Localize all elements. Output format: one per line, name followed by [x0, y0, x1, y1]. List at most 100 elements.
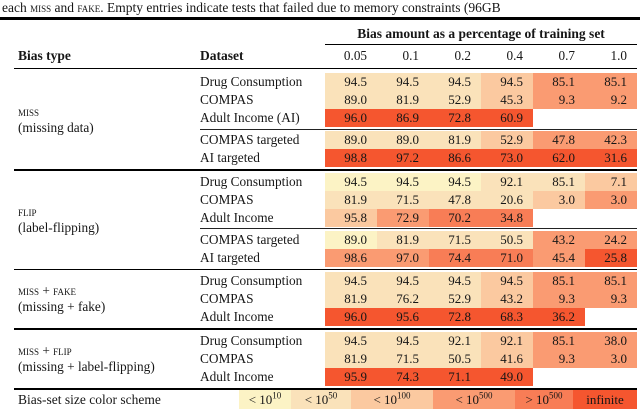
bias-type-cell: miss + flip(missing + label-flipping) — [14, 332, 200, 386]
value-cell: 52.9 — [429, 290, 481, 308]
value-cell: 85.1 — [585, 272, 637, 290]
legend-label: Bias-set size color scheme — [14, 390, 239, 409]
empty-cell — [585, 109, 637, 127]
dataset-label: Adult Income — [200, 368, 325, 386]
value-cell: 81.9 — [325, 290, 377, 308]
bias-type-name: miss + flip — [18, 343, 200, 359]
value-cell: 94.5 — [325, 272, 377, 290]
subsection-divider — [200, 228, 637, 229]
value-cell: 85.1 — [585, 73, 637, 91]
value-cell: 85.1 — [533, 272, 585, 290]
bias-amount-column-header: 0.7 — [533, 46, 585, 66]
value-cell: 50.5 — [429, 350, 481, 368]
value-cell: 94.5 — [429, 272, 481, 290]
value-cell: 86.9 — [377, 109, 429, 127]
value-cell: 71.0 — [481, 249, 533, 267]
legend-item-text: infinite — [586, 392, 624, 407]
value-cell: 31.6 — [585, 149, 637, 167]
value-cell: 94.5 — [481, 73, 533, 91]
value-cell: 74.4 — [429, 249, 481, 267]
bias-type-cell: flip(label-flipping) — [14, 173, 200, 267]
value-cell: 43.2 — [533, 231, 585, 249]
empty-cell — [585, 368, 637, 386]
dataset-label: Drug Consumption — [200, 173, 325, 191]
value-cell: 70.2 — [429, 209, 481, 227]
legend-item: infinite — [573, 390, 637, 409]
legend-item-text: < 10 — [373, 392, 397, 407]
value-cell: 42.3 — [585, 131, 637, 149]
dataset-label: COMPAS — [200, 91, 325, 109]
legend-item: < 10100 — [351, 390, 433, 409]
dataset-label: COMPAS — [200, 290, 325, 308]
legend-item-exponent: 100 — [397, 391, 411, 401]
value-cell: 95.8 — [325, 209, 377, 227]
legend-item: > 10500 — [515, 390, 573, 409]
value-cell: 45.4 — [533, 249, 585, 267]
value-cell: 9.2 — [585, 91, 637, 109]
empty-cell — [533, 368, 585, 386]
dataset-label: COMPAS targeted — [200, 231, 325, 249]
value-cell: 72.8 — [429, 109, 481, 127]
empty-cell — [533, 209, 585, 227]
value-cell: 81.9 — [325, 191, 377, 209]
bias-amount-column-header: 0.05 — [325, 46, 377, 66]
value-cell: 94.5 — [377, 272, 429, 290]
value-cell: 94.5 — [429, 73, 481, 91]
legend-item-exponent: 500 — [479, 391, 493, 401]
dataset-label: COMPAS — [200, 191, 325, 209]
value-cell: 92.1 — [429, 332, 481, 350]
value-cell: 9.3 — [585, 290, 637, 308]
caption-text: each — [2, 0, 30, 15]
section-divider-rule — [14, 328, 637, 330]
value-cell: 3.0 — [533, 191, 585, 209]
bias-amount-column-header: 0.1 — [377, 46, 429, 66]
value-cell: 81.9 — [377, 91, 429, 109]
bias-amount-column-header: 1.0 — [585, 46, 637, 66]
bias-type-cell: miss(missing data) — [14, 73, 200, 167]
value-cell: 34.8 — [481, 209, 533, 227]
value-cell: 89.0 — [325, 91, 377, 109]
bias-type-name: miss — [18, 104, 200, 120]
header-rule — [14, 68, 637, 70]
value-cell: 9.3 — [533, 91, 585, 109]
value-cell: 38.0 — [585, 332, 637, 350]
value-cell: 96.0 — [325, 308, 377, 326]
value-cell: 94.5 — [377, 173, 429, 191]
value-cell: 95.6 — [377, 308, 429, 326]
bias-table: Bias amount as a percentage of training … — [14, 24, 637, 409]
value-cell: 89.0 — [325, 231, 377, 249]
value-cell: 41.6 — [481, 350, 533, 368]
dataset-column-header: Dataset — [200, 46, 325, 66]
value-cell: 25.8 — [585, 249, 637, 267]
value-cell: 49.0 — [481, 368, 533, 386]
value-cell: 71.5 — [377, 350, 429, 368]
value-cell: 97.2 — [377, 149, 429, 167]
bias-type-cell: miss + fake(missing + fake) — [14, 272, 200, 326]
table-caption: each miss and fake. Empty entries indica… — [0, 0, 640, 15]
value-cell: 71.5 — [429, 231, 481, 249]
value-cell: 71.1 — [429, 368, 481, 386]
value-cell: 52.9 — [481, 131, 533, 149]
legend-item: < 1010 — [239, 390, 291, 409]
dataset-label: Drug Consumption — [200, 332, 325, 350]
legend-item: < 1050 — [291, 390, 351, 409]
value-cell: 98.8 — [325, 149, 377, 167]
value-cell: 24.2 — [585, 231, 637, 249]
value-cell: 98.6 — [325, 249, 377, 267]
bias-amount-column-header: 0.4 — [481, 46, 533, 66]
empty-cell — [585, 308, 637, 326]
value-cell: 96.0 — [325, 109, 377, 127]
bias-section: miss + flip(missing + label-flipping)Dru… — [14, 332, 637, 386]
value-cell: 9.3 — [533, 290, 585, 308]
